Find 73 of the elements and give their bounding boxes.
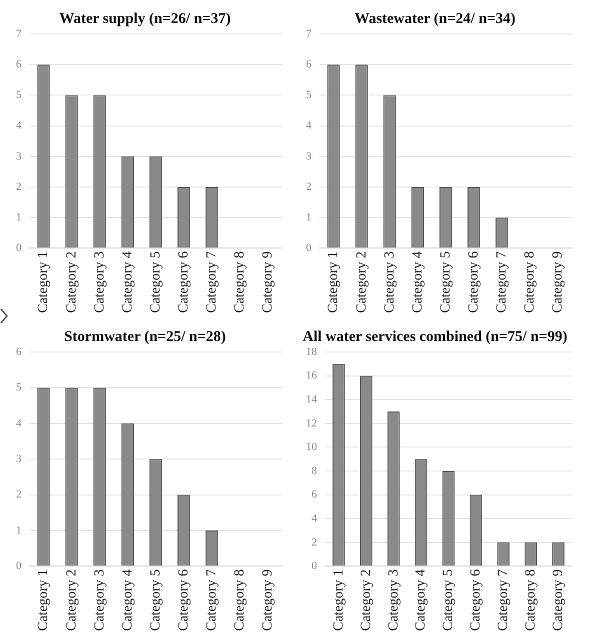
x-tick-label: Category 9 xyxy=(260,569,276,632)
y-tick-label: 2 xyxy=(312,536,317,548)
y-tick-label: 2 xyxy=(306,180,312,193)
y-tick-label: 2 xyxy=(16,488,22,501)
chart-title: Water supply (n=26/ n=37) xyxy=(59,10,231,27)
y-tick-label: 18 xyxy=(306,346,318,358)
y-tick-label: 2 xyxy=(16,180,22,193)
x-tick-label: Category 7 xyxy=(204,251,220,314)
y-tick-label: 0 xyxy=(16,560,22,572)
y-tick-label: 4 xyxy=(16,417,22,430)
y-tick-label: 12 xyxy=(306,417,317,430)
y-tick-label: 4 xyxy=(16,120,22,132)
y-tick-label: 7 xyxy=(306,28,312,40)
y-tick-label: 1 xyxy=(16,211,22,224)
x-tick-label: Category 2 xyxy=(64,251,80,314)
y-tick-label: 5 xyxy=(16,89,22,102)
y-tick-label: 3 xyxy=(16,150,22,162)
x-tick-label: Category 8 xyxy=(522,251,538,314)
y-tick-label: 6 xyxy=(306,58,312,70)
x-tick-label: Category 3 xyxy=(92,251,108,314)
x-tick-label: Category 2 xyxy=(358,569,374,632)
y-tick-label: 4 xyxy=(306,120,312,132)
chart-title: All water services combined (n=75/ n=99) xyxy=(302,328,568,345)
x-tick-label: Category 1 xyxy=(36,569,52,632)
y-tick-label: 6 xyxy=(16,58,22,70)
x-tick-label: Category 8 xyxy=(524,569,539,632)
y-tick-label: 6 xyxy=(312,488,318,501)
y-tick-label: 5 xyxy=(16,382,22,394)
y-tick-label: 0 xyxy=(16,242,22,254)
x-tick-label: Category 4 xyxy=(410,251,426,314)
x-tick-label: Category 7 xyxy=(496,569,512,632)
x-tick-label: Category 2 xyxy=(64,569,80,632)
x-tick-label: Category 6 xyxy=(176,569,192,632)
y-tick-label: 5 xyxy=(306,89,312,102)
x-tick-label: Category 1 xyxy=(36,251,52,314)
x-tick-label: Category 6 xyxy=(466,251,482,314)
y-tick-label: 6 xyxy=(16,346,22,358)
y-tick-label: 8 xyxy=(312,464,318,477)
x-tick-label: Category 7 xyxy=(204,569,220,632)
x-tick-label: Category 8 xyxy=(232,251,248,314)
x-tick-label: Category 1 xyxy=(326,251,342,314)
x-tick-label: Category 4 xyxy=(120,569,136,632)
x-tick-label: Category 9 xyxy=(550,251,566,314)
y-tick-label: 1 xyxy=(306,211,312,224)
x-tick-label: Category 5 xyxy=(438,251,454,314)
x-tick-label: Category 9 xyxy=(260,251,276,314)
y-tick-label: 16 xyxy=(306,370,318,382)
x-tick-label: Category 7 xyxy=(494,251,510,314)
chart-title: Stormwater (n=25/ n=28) xyxy=(64,328,226,345)
y-tick-label: 10 xyxy=(306,441,318,454)
y-tick-label: 4 xyxy=(312,512,318,524)
x-tick-label: Category 3 xyxy=(92,569,108,632)
y-tick-label: 1 xyxy=(16,524,22,536)
y-tick-label: 3 xyxy=(306,150,312,162)
x-tick-label: Category 6 xyxy=(468,569,484,632)
x-tick-label: Category 2 xyxy=(354,251,370,314)
y-tick-label: 0 xyxy=(306,242,312,254)
y-tick-label: 14 xyxy=(306,393,318,406)
x-tick-label: Category 5 xyxy=(148,569,164,632)
x-tick-label: Category 3 xyxy=(386,569,402,632)
x-tick-label: Category 3 xyxy=(382,251,398,314)
y-tick-label: 7 xyxy=(16,28,22,40)
x-tick-label: Category 5 xyxy=(441,569,456,632)
x-tick-label: Category 4 xyxy=(120,251,136,314)
x-tick-label: Category 4 xyxy=(414,569,429,632)
y-tick-label: 0 xyxy=(312,560,318,572)
chart-title: Wastewater (n=24/ n=34) xyxy=(354,10,516,27)
x-tick-label: Category 1 xyxy=(331,569,346,632)
y-tick-label: 3 xyxy=(16,452,22,465)
x-tick-label: Category 9 xyxy=(550,569,566,632)
x-tick-label: Category 8 xyxy=(232,569,248,632)
x-tick-label: Category 6 xyxy=(176,251,192,314)
x-tick-label: Category 5 xyxy=(148,251,164,314)
